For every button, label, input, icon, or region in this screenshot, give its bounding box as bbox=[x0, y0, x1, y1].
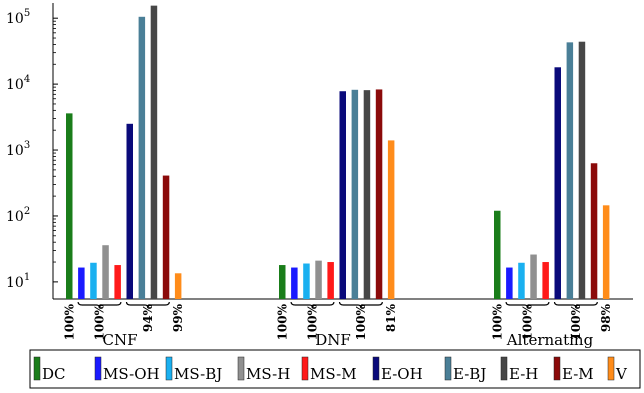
legend: DC MS-OH MS-BJ MS-H MS-M E-OH E-BJ E-H E-M V bbox=[29, 349, 641, 389]
bar-dc-dnf bbox=[279, 265, 286, 299]
percent-label: 100% bbox=[521, 303, 535, 340]
percent-label-layer: 100% 100% 94% 99% 100% 100% 100% 81% 100% 100% 100… bbox=[62, 303, 613, 340]
legend-label-dc: DC bbox=[42, 365, 66, 383]
percent-label: 81% bbox=[384, 303, 398, 332]
legend-swatch-v bbox=[607, 356, 615, 381]
legend-swatch-e-h bbox=[500, 356, 508, 381]
bar-ms-m-cnf bbox=[114, 265, 121, 299]
bar-ms-bj-dnf bbox=[303, 263, 310, 299]
bar-dc-alternating bbox=[494, 210, 501, 299]
legend-label-e-m: E-M bbox=[562, 365, 594, 383]
percent-label: 94% bbox=[141, 303, 155, 332]
bar-ms-m-alternating bbox=[542, 262, 549, 299]
percent-label: 100% bbox=[306, 303, 320, 340]
bar-layer bbox=[66, 5, 610, 300]
bar-v-alternating bbox=[602, 205, 610, 299]
bar-e-bj-dnf bbox=[351, 89, 359, 300]
category-label-layer: CNF DNF Alternating bbox=[102, 331, 593, 349]
bar-e-h-dnf bbox=[363, 90, 371, 299]
bar-ms-m-dnf bbox=[327, 262, 334, 299]
percent-label: 100% bbox=[93, 303, 107, 340]
legend-label-e-h: E-H bbox=[509, 365, 538, 383]
bar-ms-bj-cnf bbox=[90, 262, 97, 299]
bar-ms-h-alternating bbox=[530, 254, 537, 299]
legend-label-ms-m: MS-M bbox=[310, 365, 357, 383]
category-label-cnf: CNF bbox=[102, 331, 137, 349]
legend-swatch-e-oh bbox=[372, 356, 380, 381]
legend-label-e-oh: E-OH bbox=[381, 365, 423, 383]
percent-label: 100% bbox=[275, 303, 289, 340]
legend-swatch-ms-oh bbox=[94, 356, 102, 381]
y-tick-label: 104 bbox=[6, 74, 30, 93]
legend-swatch-ms-bj bbox=[165, 356, 173, 381]
y-tick-label: 105 bbox=[6, 8, 30, 27]
bar-ms-oh-alternating bbox=[506, 267, 513, 299]
category-label-dnf: DNF bbox=[315, 331, 351, 349]
bar-e-m-alternating bbox=[590, 163, 598, 299]
percent-label: 100% bbox=[354, 303, 368, 340]
bar-e-m-cnf bbox=[162, 175, 170, 299]
bar-ms-oh-cnf bbox=[78, 267, 85, 299]
brace bbox=[125, 301, 170, 309]
bar-e-bj-cnf bbox=[138, 16, 146, 300]
legend-swatch-e-bj bbox=[444, 356, 452, 381]
bar-v-cnf bbox=[174, 273, 182, 299]
bar-e-bj-alternating bbox=[566, 42, 574, 300]
legend-swatch-ms-m bbox=[301, 356, 309, 381]
y-tick-layer: 101 102 103 104 105 bbox=[6, 8, 58, 291]
y-tick-label: 103 bbox=[6, 140, 30, 159]
y-tick-label: 101 bbox=[6, 272, 30, 291]
bar-dc-cnf bbox=[66, 113, 73, 299]
bar-e-h-alternating bbox=[578, 41, 586, 299]
brace bbox=[505, 301, 550, 309]
category-label-alternating: Alternating bbox=[506, 331, 594, 349]
brace bbox=[290, 301, 335, 309]
percent-label: 99% bbox=[171, 303, 185, 332]
bar-ms-bj-alternating bbox=[518, 262, 525, 299]
percent-label: 100% bbox=[569, 303, 583, 340]
legend-box bbox=[29, 349, 641, 389]
legend-label-e-bj: E-BJ bbox=[453, 365, 486, 383]
bar-ms-oh-dnf bbox=[291, 267, 298, 299]
bar-e-h-cnf bbox=[150, 5, 158, 299]
bar-e-oh-alternating bbox=[554, 67, 561, 300]
legend-swatch-dc bbox=[33, 356, 41, 381]
brace bbox=[338, 301, 383, 309]
percent-label: 100% bbox=[62, 303, 76, 340]
brace bbox=[77, 301, 122, 309]
legend-label-v: V bbox=[615, 365, 628, 383]
y-tick-label: 102 bbox=[6, 206, 30, 225]
bar-e-m-dnf bbox=[375, 89, 383, 299]
legend-label-ms-h: MS-H bbox=[246, 365, 290, 383]
percent-label: 100% bbox=[490, 303, 504, 340]
legend-label-ms-bj: MS-BJ bbox=[174, 365, 222, 383]
bar-v-dnf bbox=[387, 140, 395, 299]
bar-e-oh-dnf bbox=[339, 91, 346, 299]
bar-ms-h-cnf bbox=[102, 245, 109, 299]
brace bbox=[553, 301, 598, 309]
bar-e-oh-cnf bbox=[126, 123, 133, 299]
bar-ms-h-dnf bbox=[315, 260, 322, 299]
legend-swatch-ms-h bbox=[237, 356, 245, 381]
brace-layer bbox=[77, 301, 598, 309]
legend-label-ms-oh: MS-OH bbox=[103, 365, 160, 383]
percent-label: 98% bbox=[599, 303, 613, 332]
legend-swatch-e-m bbox=[553, 356, 561, 381]
